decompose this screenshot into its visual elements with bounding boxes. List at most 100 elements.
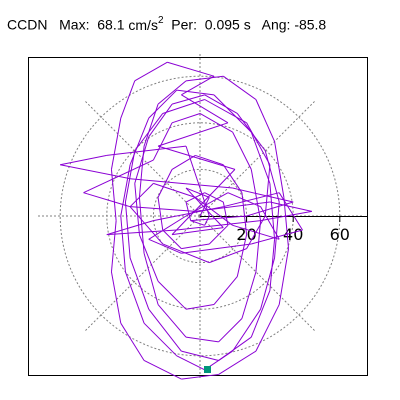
max-unit: cm/s2 (128, 15, 164, 33)
trace-segment (264, 150, 280, 203)
trace-segment (129, 117, 150, 165)
trace-segment (209, 248, 247, 264)
trace-segment (148, 308, 182, 352)
period-label: Per: (171, 16, 197, 33)
trace-segment (157, 280, 187, 310)
trace-segment (143, 322, 178, 357)
trace-segment (255, 99, 276, 142)
trace-segment (129, 183, 154, 208)
trace-segment (269, 201, 312, 212)
trace-segment (232, 187, 294, 203)
radial-tick-label: 60 (330, 225, 350, 244)
trace-segment (120, 80, 136, 119)
trace-segment (157, 169, 173, 198)
trace-segment (181, 350, 219, 361)
trace-segment (185, 145, 210, 217)
trace-segment (110, 118, 122, 170)
trace-segment (278, 192, 303, 231)
trace-segment (195, 196, 233, 226)
trace-segment (181, 373, 219, 380)
trace-segment (185, 201, 192, 221)
trace-segment (110, 220, 117, 272)
trace-segment (148, 215, 187, 240)
trace-segment (204, 215, 210, 226)
trace-segment (185, 192, 229, 217)
trace-segment (130, 206, 196, 212)
trace-segment (134, 113, 164, 152)
trace-segment (204, 99, 247, 124)
trace-segment (106, 220, 154, 236)
trace-segment (171, 154, 196, 170)
trace-segment (171, 227, 224, 236)
grid-spoke (84, 215, 201, 332)
trace-segment (185, 187, 210, 198)
trace-segment (157, 122, 229, 147)
trace-segment (106, 229, 177, 236)
chart-title: CCDN Max: 68.1 cm/s2 Per: 0.095 s Ang: -… (7, 15, 326, 33)
trace-segment (260, 210, 312, 222)
trace-segment (246, 215, 266, 249)
trace-segment (199, 113, 233, 133)
grid-spoke (199, 100, 316, 217)
trace-segment (162, 229, 182, 249)
trace-segment (110, 169, 117, 221)
trace-segment (83, 192, 131, 208)
trace-segment (120, 215, 126, 272)
trace-segment (255, 304, 280, 352)
trace-segment (218, 350, 257, 375)
trace-segment (157, 145, 236, 170)
trace-segment (176, 89, 215, 96)
angle-marker (204, 366, 211, 373)
trace-segment (162, 243, 210, 264)
trace-segment (143, 253, 159, 305)
trace-segment (274, 141, 285, 198)
trace-segment (120, 322, 145, 361)
trace-segment (222, 201, 229, 226)
trace-segment (181, 243, 210, 250)
trace-segment (223, 192, 280, 208)
trace-segment (138, 234, 159, 282)
trace-segment (60, 164, 131, 180)
period-value: 0.095 s (204, 16, 251, 33)
trace-segment (134, 183, 140, 235)
station-code: CCDN (7, 16, 48, 33)
trace-segment (148, 103, 173, 138)
trace-segment (232, 131, 252, 170)
trace-segment (134, 61, 168, 82)
trace-segment (213, 94, 252, 133)
trace-segment (181, 243, 252, 254)
max-value: 68.1 (97, 16, 125, 33)
trace-segment (162, 99, 205, 114)
max-unit-exponent: 2 (157, 15, 164, 26)
trace-segment (152, 122, 173, 161)
grid-spoke (199, 215, 316, 332)
trace-segment (110, 271, 122, 324)
angle-label: Ang: (261, 16, 291, 33)
trace-segment (218, 318, 243, 343)
trace-segment (232, 308, 261, 352)
trace-segment (171, 94, 205, 105)
trace-segment (124, 201, 131, 258)
trace-segment (143, 360, 182, 380)
trace-segment (278, 248, 290, 305)
trace-segment (148, 89, 178, 119)
trace-segment (134, 136, 150, 184)
trace-segment (236, 234, 248, 277)
trace-segment (251, 229, 303, 245)
trace-segment (204, 94, 238, 114)
trace-segment (227, 192, 261, 208)
trace-segment (264, 164, 271, 217)
trace-segment (204, 192, 224, 203)
trace-segment (167, 61, 215, 77)
trace-segment (269, 183, 276, 240)
trace-segment (246, 201, 294, 217)
trace-segment (185, 75, 224, 82)
trace-segment (60, 154, 107, 166)
radial-ticks: 20 40 60 (236, 216, 350, 244)
trace-segment (185, 187, 224, 228)
trace-segment (213, 276, 238, 305)
trace-segment (171, 113, 201, 124)
trace-segment (250, 131, 271, 184)
trace-segment (199, 197, 210, 217)
